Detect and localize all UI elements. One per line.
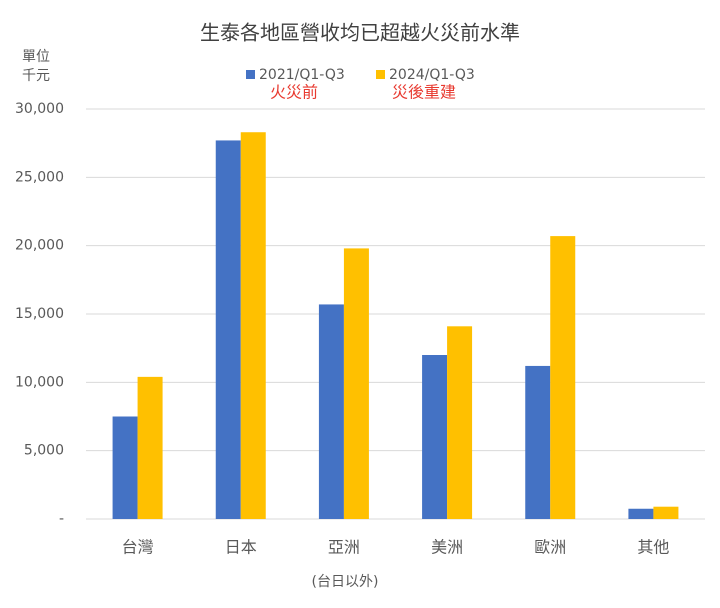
bar — [653, 506, 679, 519]
x-axis-label: (台日以外) — [312, 574, 379, 590]
bar — [240, 132, 266, 519]
x-tick-label: 其他 — [637, 538, 669, 557]
y-tick-label: - — [59, 511, 64, 527]
bar — [447, 326, 473, 519]
x-tick-label: 歐洲 — [534, 538, 566, 557]
chart-title: 生泰各地區營收均已超越火災前水準 — [200, 21, 520, 45]
legend-swatch — [376, 70, 385, 79]
x-tick-label: 美洲 — [431, 538, 463, 557]
bar — [343, 248, 369, 519]
y-axis-label: 單位 — [22, 49, 50, 65]
x-tick-label: 日本 — [225, 538, 257, 557]
bar — [137, 376, 163, 519]
y-tick-label: 20,000 — [15, 238, 64, 254]
bar — [112, 416, 138, 519]
y-tick-label: 10,000 — [15, 374, 64, 390]
legend-swatch — [246, 70, 255, 79]
legend-note: 火災前 — [270, 83, 318, 102]
bar — [550, 236, 576, 519]
y-tick-label: 25,000 — [15, 169, 64, 185]
bar — [525, 365, 551, 519]
x-tick-label: 亞洲 — [328, 538, 360, 557]
y-tick-label: 5,000 — [24, 443, 64, 459]
legend-note: 災後重建 — [392, 83, 456, 102]
y-axis-label: 千元 — [22, 68, 50, 84]
bar — [215, 140, 241, 519]
legend-label: 2024/Q1-Q3 — [389, 67, 475, 83]
bar — [628, 508, 654, 519]
bar — [422, 355, 448, 519]
legend-label: 2021/Q1-Q3 — [259, 67, 345, 83]
bar — [318, 304, 344, 519]
y-tick-label: 15,000 — [15, 306, 64, 322]
y-tick-label: 30,000 — [15, 101, 64, 117]
x-tick-label: 台灣 — [122, 538, 154, 557]
